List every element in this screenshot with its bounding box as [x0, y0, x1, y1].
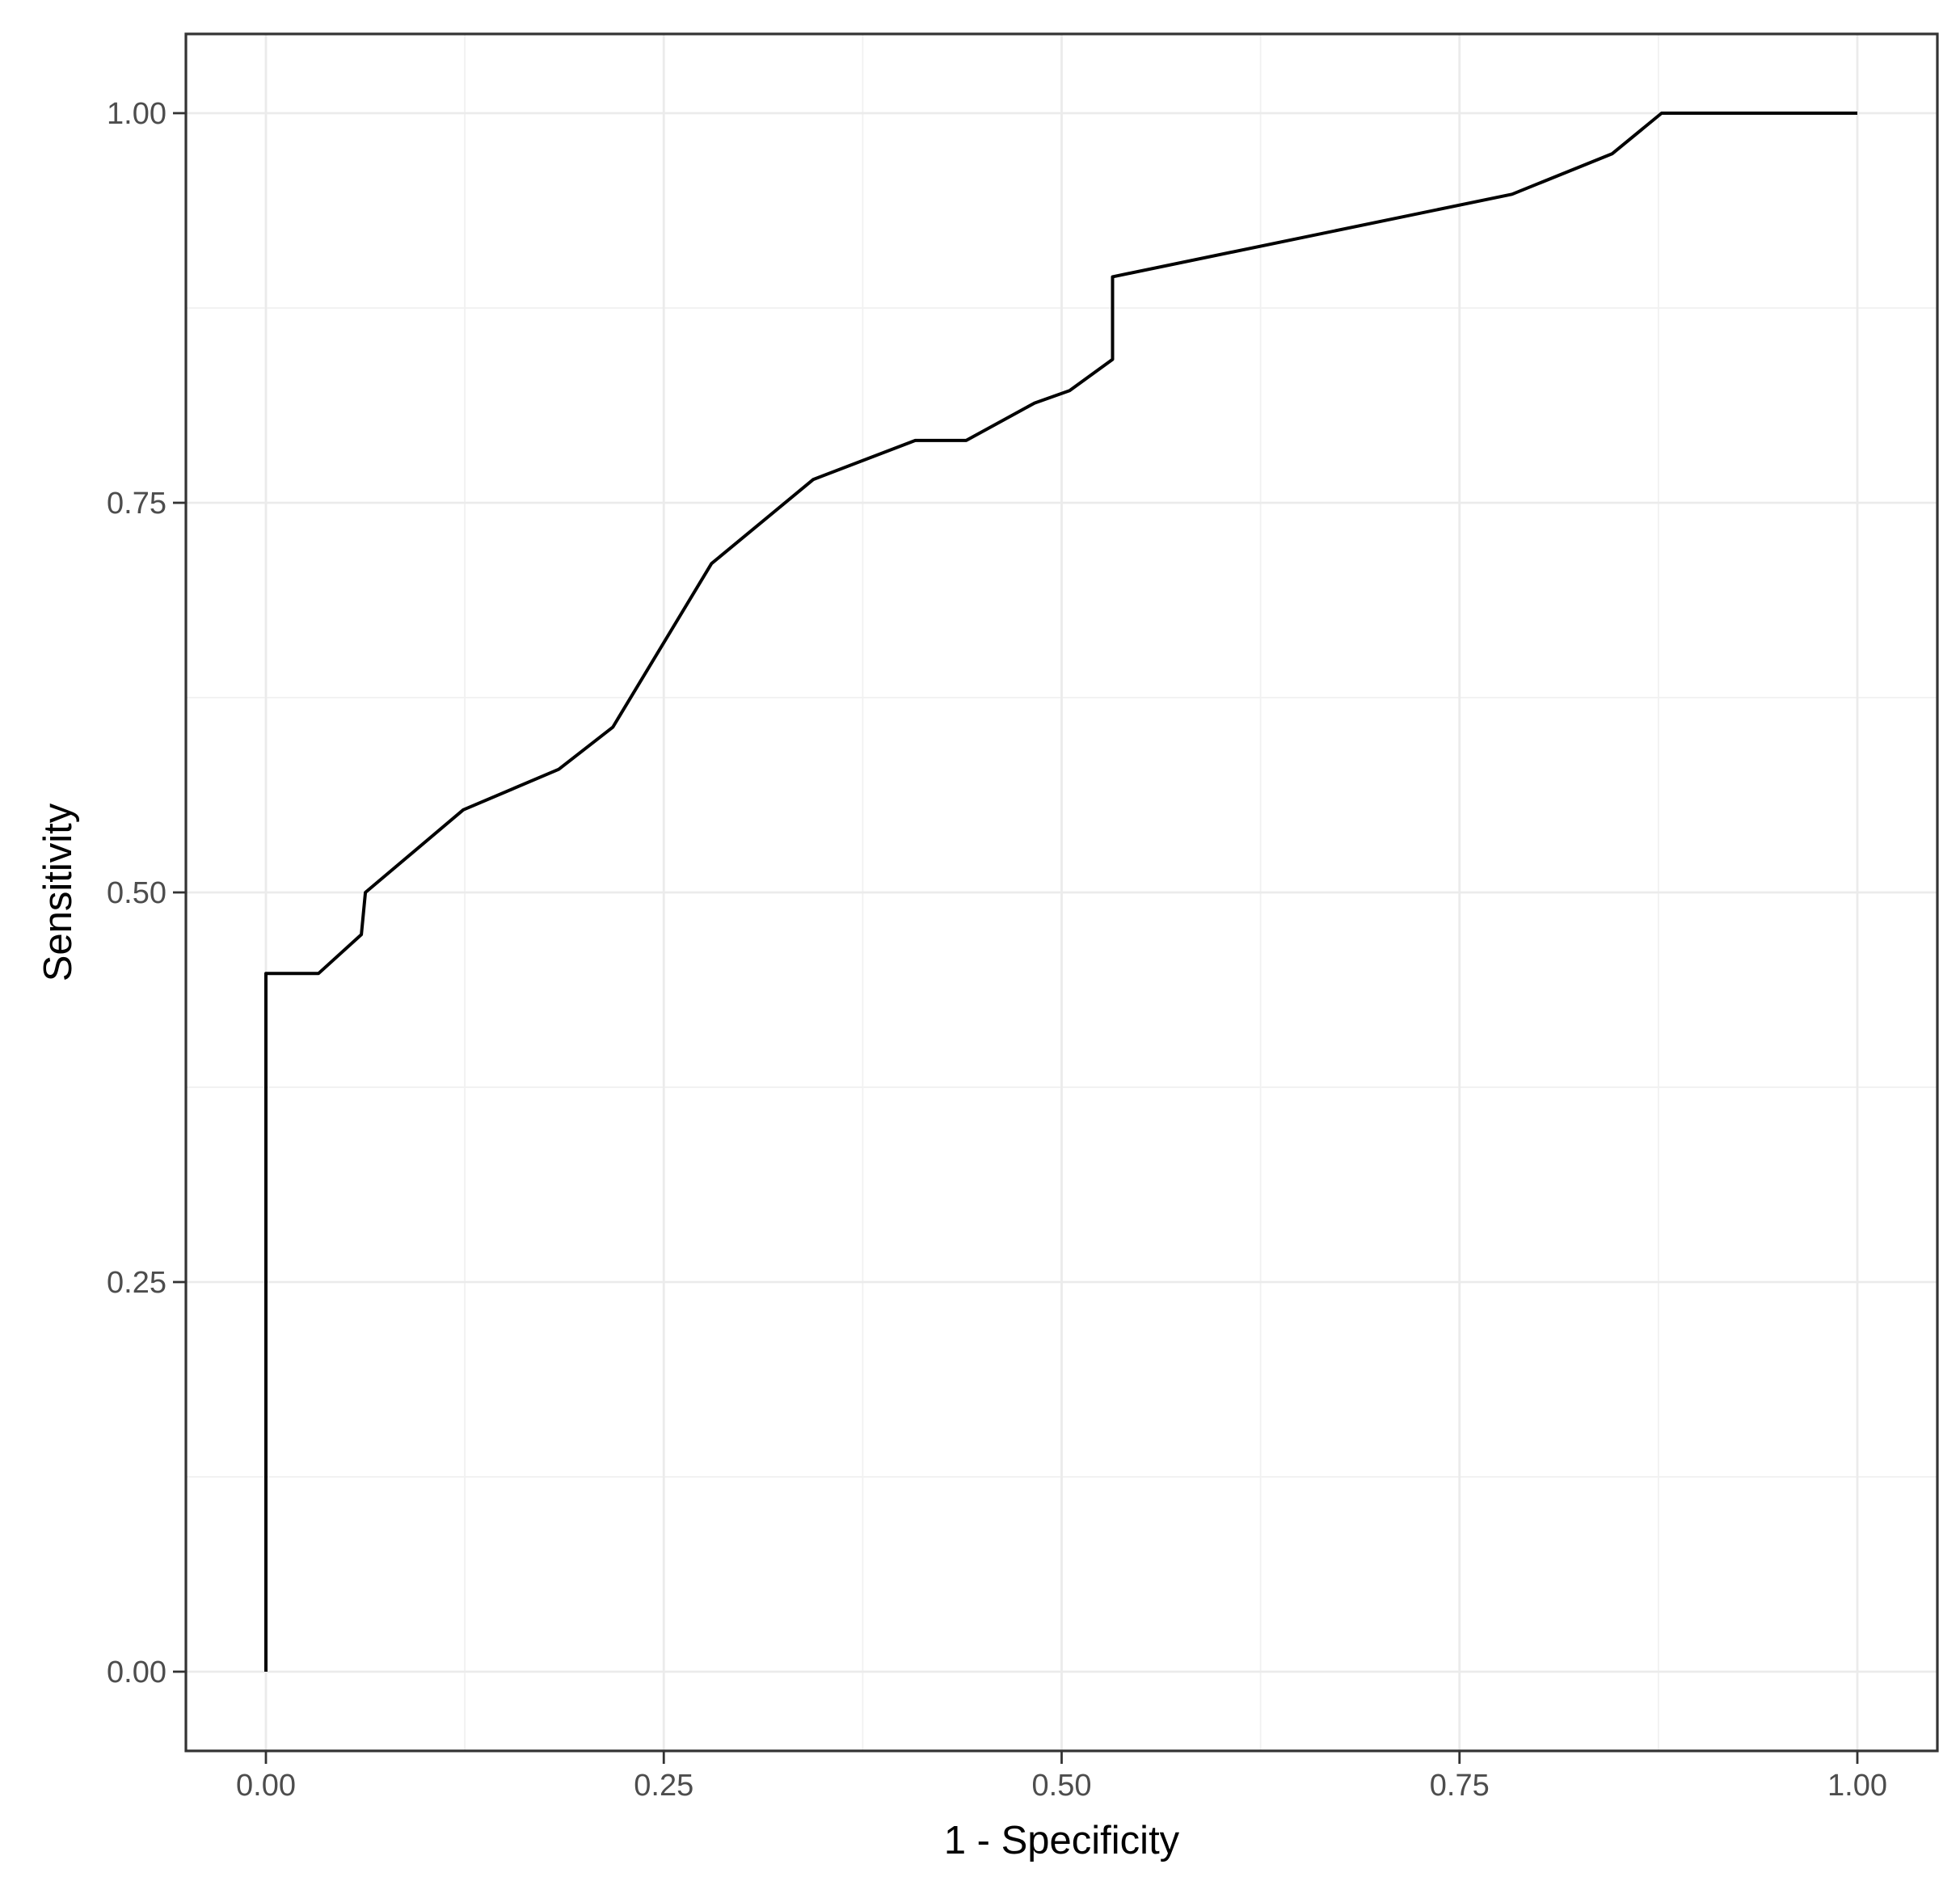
y-axis-tick-label: 0.75	[107, 487, 166, 521]
x-axis-tick-label: 0.75	[1430, 1769, 1490, 1803]
y-axis-tick-label: 1.00	[107, 97, 166, 131]
x-axis-title: 1 - Specificity	[944, 1819, 1180, 1862]
y-axis-tick-label: 0.00	[107, 1656, 166, 1689]
y-axis-tick-label: 0.50	[107, 876, 166, 910]
gridlines-major	[186, 34, 1937, 1751]
x-axis-tick-labels: 0.00 0.25 0.50 0.75 1.00	[236, 1769, 1887, 1803]
y-axis-tick-label: 0.25	[107, 1266, 166, 1300]
roc-curve-line	[264, 112, 1857, 1672]
x-axis-tick-label: 0.00	[236, 1769, 296, 1803]
y-axis-ticks	[173, 112, 186, 1673]
x-axis-tick-label: 0.50	[1032, 1769, 1092, 1803]
x-axis-ticks	[264, 1751, 1859, 1764]
x-axis-tick-label: 0.25	[634, 1769, 693, 1803]
y-axis-tick-labels: 0.00 0.25 0.50 0.75 1.00	[107, 97, 166, 1689]
x-axis-tick-label: 1.00	[1827, 1769, 1887, 1803]
y-axis-title: Sensitivity	[36, 803, 80, 981]
